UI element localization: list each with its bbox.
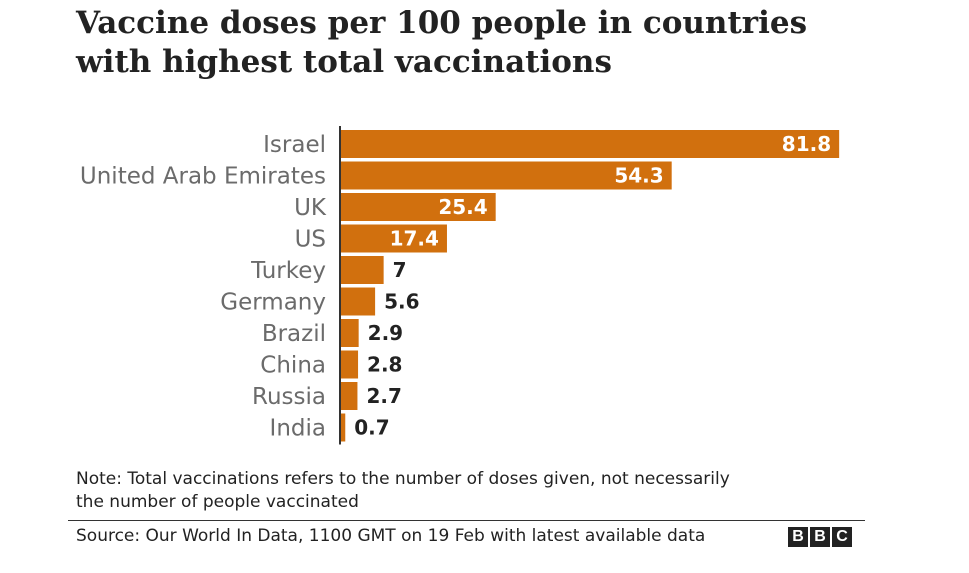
value-label-united-arab-emirates: 54.3 [614,164,663,188]
note-line-1: Note: Total vaccinations refers to the n… [76,469,730,489]
value-label-india: 0.7 [354,416,389,440]
bar-india [341,413,346,442]
note-line-2: the number of people vaccinated [76,492,359,512]
value-label-germany: 5.6 [384,290,419,314]
category-label-russia: Russia [252,384,326,410]
chart-title-line-2: with highest total vaccinations [76,44,612,80]
bar-china [341,350,359,379]
bar-turkey [341,256,384,284]
bar-russia [341,382,358,410]
source-text: Source: Our World In Data, 1100 GMT on 1… [76,526,706,546]
bar-uk [341,193,496,221]
value-label-brazil: 2.9 [368,321,403,345]
value-label-uk: 25.4 [438,195,487,219]
bbc-logo: B B C [788,527,852,547]
category-label-turkey: Turkey [250,258,326,284]
category-label-us: US [295,227,326,253]
chart-title-line-1: Vaccine doses per 100 people in countrie… [76,5,808,41]
value-label-israel: 81.8 [782,132,831,156]
chart-title: Vaccine doses per 100 people in countrie… [76,4,936,82]
footer-divider [68,520,865,521]
value-label-china: 2.8 [367,353,402,377]
value-label-russia: 2.7 [366,384,401,408]
category-label-india: India [270,416,326,442]
bar-us [341,224,447,253]
bbc-logo-letter-b1: B [788,527,808,547]
chart-note: Note: Total vaccinations refers to the n… [76,468,896,514]
category-label-united-arab-emirates: United Arab Emirates [80,164,326,190]
bar-chart: Israel 81.8 United Arab Emirates 54.3 UK 25.4… [80,126,840,445]
bbc-logo-letter-c: C [832,527,852,547]
category-label-israel: Israel [263,132,326,158]
bar-brazil [341,319,359,347]
bbc-logo-letter-b2: B [810,527,830,547]
bar-united-arab-emirates [341,161,672,190]
bar-israel [341,130,840,158]
value-label-us: 17.4 [390,227,439,251]
category-label-germany: Germany [220,290,326,316]
category-label-brazil: Brazil [262,321,326,347]
category-label-uk: UK [294,195,327,221]
category-label-china: China [260,353,326,379]
value-label-turkey: 7 [393,258,407,282]
bar-germany [341,287,376,316]
